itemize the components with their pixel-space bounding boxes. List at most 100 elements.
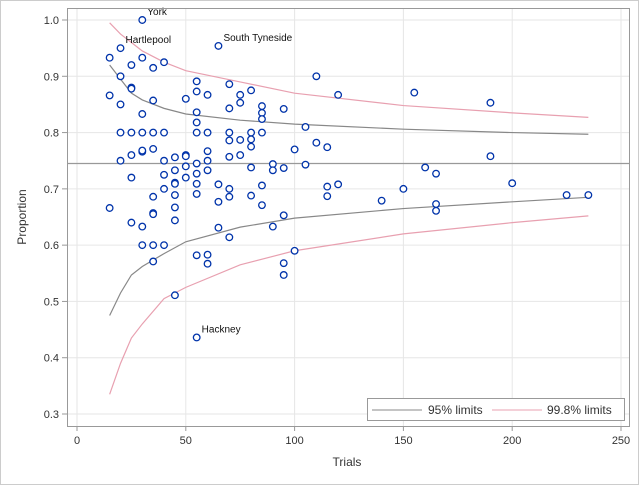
data-point [312,138,321,147]
limit-998-lower-line [109,215,589,395]
point-label: York [147,7,168,18]
axes: 0 50 100 150 200 250 0.3 0.4 0.5 0.6 0.7 0.8 0.9 1.0 [44,15,630,447]
legend-label-998: 99.8% limits [547,403,612,417]
data-point [138,16,147,24]
data-point [127,61,136,69]
data-point [225,104,234,113]
plot-area-frame [67,8,630,427]
limit-95-lower-line [109,196,589,316]
data-point [138,222,147,231]
data-point [192,118,201,127]
data-point [192,189,201,198]
data-point [170,166,179,175]
data-point [247,135,256,144]
data-point [258,201,266,210]
y-tick-label: 0.6 [44,240,59,252]
x-tick-label: 0 [74,435,80,447]
data-point [203,166,212,175]
points [105,16,593,342]
y-axis-label: Proportion [15,189,29,244]
data-point [116,128,125,137]
data-point [170,179,179,188]
data-point [149,192,158,201]
data-point [127,151,136,160]
data-point [170,291,179,300]
y-tick-label: 0.5 [44,296,59,308]
data-point [192,179,201,188]
data-point [377,196,386,205]
data-point [279,271,288,279]
y-tick-label: 0.7 [44,184,59,196]
data-point [301,160,310,169]
data-point [192,169,201,178]
data-point [247,163,256,172]
data-point [432,206,440,215]
data-point [214,197,223,206]
data-point [181,94,190,103]
data-point [268,222,277,231]
data-point [149,241,158,250]
x-tick-label: 50 [180,435,192,447]
data-point [149,63,158,72]
data-point [225,184,234,193]
data-point [105,91,114,100]
data-point [225,80,234,89]
data-point [421,163,430,172]
data-point [116,72,125,81]
data-point [236,135,245,144]
legend-label-95: 95% limits [428,403,483,417]
data-point [290,246,299,255]
data-point [127,128,136,137]
data-point [323,192,332,201]
data-point [116,44,125,53]
x-tick-label: 150 [394,435,412,447]
data-point [203,259,212,268]
data-point [247,191,256,200]
data-point [225,152,234,161]
data-point [486,98,495,107]
data-point [268,166,277,175]
data-point [149,210,158,219]
data-point [301,122,310,131]
data-point [105,53,114,62]
data-point [160,170,168,179]
legend: 95% limits 99.8% limits [367,398,625,421]
data-point [334,180,343,189]
data-point [214,180,223,189]
data-point [279,259,288,268]
data-point [138,53,147,62]
data-point [258,181,266,190]
data-point [236,98,245,107]
y-tick-label: 0.4 [44,353,59,365]
data-point [225,233,234,242]
data-point [432,169,440,178]
data-point [105,204,114,212]
x-tick-label: 200 [503,435,521,447]
data-point [236,90,245,99]
data-point [279,104,288,113]
data-point [116,100,125,109]
data-point [192,251,201,260]
x-tick-label: 100 [285,435,303,447]
data-point [160,58,168,67]
data-point [225,128,234,137]
data-point [247,128,256,137]
data-point [203,128,212,137]
data-point [192,108,201,117]
data-point [170,153,179,162]
data-point [486,152,495,161]
point-label: South Tyneside [223,33,292,44]
data-point [127,218,136,227]
data-point [214,41,223,50]
data-point [323,143,332,152]
data-point [181,162,190,171]
data-point [170,216,179,225]
data-point [279,211,288,220]
point-label: Hackney [202,324,241,335]
data-point [203,250,212,259]
point-label: Hartlepool [126,35,172,46]
data-point [170,203,179,212]
data-point [149,128,158,137]
